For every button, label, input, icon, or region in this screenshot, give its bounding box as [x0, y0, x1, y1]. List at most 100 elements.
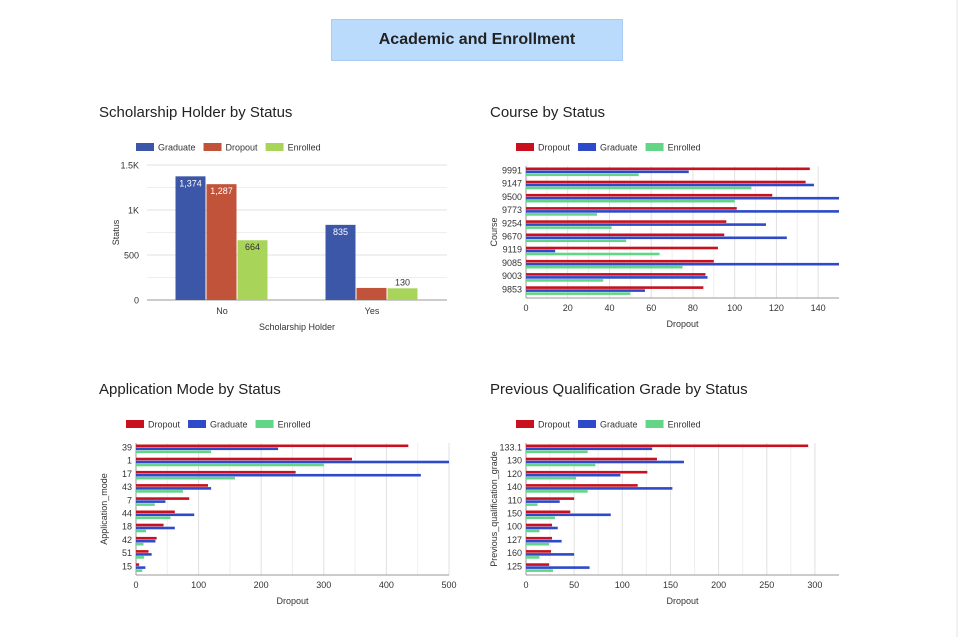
prevgrade-bar-enrolled-120 — [526, 476, 577, 480]
prevgrade-bar-dropout-127 — [526, 536, 553, 540]
course-bar-enrolled-9003 — [526, 279, 604, 282]
course-xtick-label: 80 — [688, 303, 698, 313]
prevgrade-bar-enrolled-130 — [526, 463, 596, 467]
application-xtick-label: 200 — [254, 580, 269, 590]
scholarship-data-label: 130 — [395, 277, 410, 287]
course-bar-enrolled-9853 — [526, 292, 631, 295]
course-bar-dropout-9991 — [526, 167, 810, 171]
prevgrade-bar-graduate-100 — [526, 526, 558, 530]
course-legend-swatch-1 — [578, 143, 597, 151]
course-bar-graduate-9500 — [526, 196, 839, 200]
scholarship-data-label: 664 — [245, 242, 260, 252]
course-bar-enrolled-9147 — [526, 186, 752, 190]
chart-title-prevgrade: Previous Qualification Grade by Status — [490, 381, 748, 398]
application-ytick-label: 17 — [122, 469, 132, 479]
application-ytick-label: 15 — [122, 561, 132, 571]
prevgrade-ytick-label: 130 — [507, 456, 522, 466]
application-bar-graduate-42 — [136, 539, 156, 543]
application-bar-dropout-1 — [136, 457, 352, 461]
application-y-axis-label: Application_mode — [99, 473, 109, 545]
prevgrade-ytick-label: 140 — [507, 482, 522, 492]
scholarship-bar-graduate-yes — [325, 224, 356, 300]
course-bar-graduate-9853 — [526, 289, 645, 292]
application-bar-dropout-18 — [136, 523, 164, 527]
prevgrade-legend-swatch-0 — [516, 420, 534, 428]
application-bar-dropout-17 — [136, 470, 296, 474]
application-bar-dropout-51 — [136, 550, 149, 553]
application-bar-graduate-18 — [136, 526, 175, 530]
course-ytick-label: 9991 — [502, 166, 522, 176]
prevgrade-bar-graduate-150 — [526, 513, 611, 517]
application-legend-label-0: Dropout — [148, 420, 181, 430]
scholarship-xtick-label: Yes — [365, 306, 380, 316]
course-xtick-label: 20 — [563, 303, 573, 313]
course-bar-graduate-9085 — [526, 262, 839, 266]
course-bar-enrolled-9119 — [526, 252, 660, 256]
course-y-axis-label: Course — [489, 217, 499, 246]
prevgrade-y-axis-label: Previous_qualification_grade — [489, 451, 499, 567]
course-legend-label-0: Dropout — [538, 143, 571, 153]
scholarship-data-label: 134 — [364, 277, 379, 287]
course-ytick-label: 9500 — [502, 192, 522, 202]
course-bar-dropout-9147 — [526, 180, 806, 184]
course-bar-graduate-9773 — [526, 210, 839, 213]
application-bar-enrolled-1 — [136, 463, 324, 467]
course-xtick-label: 40 — [604, 303, 614, 313]
prevgrade-bar-graduate-120 — [526, 473, 621, 477]
prevgrade-legend-swatch-2 — [645, 420, 664, 428]
prevgrade-ytick-label: 127 — [507, 535, 522, 545]
application-bar-enrolled-51 — [136, 556, 145, 559]
course-ytick-label: 9003 — [502, 271, 522, 281]
course-xtick-label: 120 — [769, 303, 784, 313]
application-ytick-label: 43 — [122, 482, 132, 492]
course-bar-enrolled-9670 — [526, 239, 627, 243]
scholarship-legend-label-0: Graduate — [158, 143, 196, 153]
application-bar-enrolled-17 — [136, 476, 235, 480]
application-bar-graduate-51 — [136, 553, 152, 556]
prevgrade-bar-dropout-130 — [526, 457, 657, 461]
application-legend-swatch-1 — [188, 420, 207, 428]
course-ytick-label: 9853 — [502, 284, 522, 294]
prevgrade-bar-graduate-140 — [526, 487, 673, 490]
application-bar-dropout-43 — [136, 484, 208, 487]
scholarship-data-label: 1,287 — [210, 186, 233, 196]
course-bar-dropout-9003 — [526, 273, 706, 276]
application-legend-swatch-2 — [255, 420, 274, 428]
application-bar-graduate-17 — [136, 473, 421, 477]
application-bar-dropout-7 — [136, 497, 190, 500]
application-bar-dropout-42 — [136, 536, 157, 540]
chart-title-scholarship: Scholarship Holder by Status — [99, 104, 293, 121]
scholarship-legend-swatch-2 — [265, 143, 284, 151]
application-bar-dropout-15 — [136, 563, 140, 566]
prevgrade-bar-dropout-140 — [526, 484, 638, 487]
application-legend-label-2: Enrolled — [278, 420, 311, 430]
scholarship-legend-label-1: Dropout — [226, 143, 259, 153]
application-bar-dropout-44 — [136, 510, 175, 514]
application-bar-graduate-39 — [136, 447, 279, 451]
prevgrade-bar-dropout-160 — [526, 550, 552, 553]
prevgrade-bar-enrolled-110 — [526, 503, 538, 506]
scholarship-y-axis-label: Status — [111, 219, 121, 245]
course-bar-enrolled-9991 — [526, 173, 639, 177]
course-bar-dropout-9773 — [526, 207, 737, 210]
scholarship-bar-enrolled-yes — [387, 288, 418, 300]
course-ytick-label: 9254 — [502, 218, 522, 228]
prevgrade-bar-enrolled-125 — [526, 569, 553, 572]
scholarship-legend-swatch-1 — [203, 143, 222, 151]
course-ytick-label: 9147 — [502, 179, 522, 189]
course-bar-enrolled-9254 — [526, 226, 612, 229]
application-bar-graduate-7 — [136, 500, 166, 503]
application-ytick-label: 7 — [127, 495, 132, 505]
prevgrade-legend-swatch-1 — [578, 420, 597, 428]
course-xtick-label: 0 — [523, 303, 528, 313]
application-bar-enrolled-44 — [136, 516, 171, 520]
application-x-axis-label: Dropout — [276, 596, 309, 606]
scholarship-bar-graduate-no — [175, 176, 206, 300]
application-bar-enrolled-15 — [136, 569, 143, 572]
scholarship-ytick-label: 1.5K — [120, 161, 139, 171]
course-bar-graduate-9147 — [526, 183, 814, 187]
prevgrade-xtick-label: 0 — [523, 580, 528, 590]
application-legend-swatch-0 — [126, 420, 144, 428]
prevgrade-ytick-label: 100 — [507, 522, 522, 532]
